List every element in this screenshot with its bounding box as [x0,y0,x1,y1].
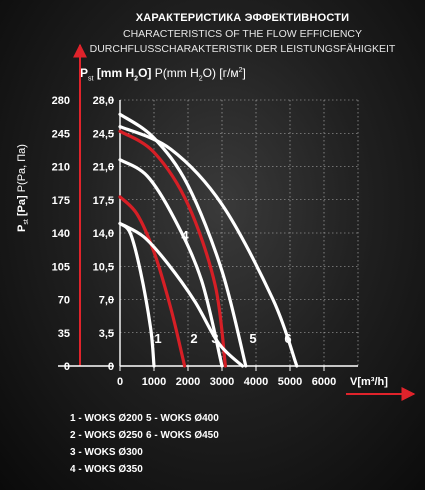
y-tick-label-pa: 175 [52,195,70,207]
legend-row: 1 - WOKS Ø200 5 - WOKS Ø400 [70,413,219,430]
y-tick-label-mm: 24,5 [93,128,114,140]
y-tick-label-mm: 17,5 [93,195,114,207]
legend-item-3: 3 - WOKS Ø300 [70,447,143,458]
legend: 1 - WOKS Ø200 5 - WOKS Ø400 2 - WOKS Ø250… [70,413,219,481]
curve-label-2: 2 [190,331,197,346]
curve-series-4 [118,129,227,368]
legend-row: 3 - WOKS Ø300 [70,447,219,464]
curve-series-1 [118,221,156,368]
chart-title-ru: ХАРАКТЕРИСТИКА ЭФФЕКТИВНОСТИ [135,12,350,24]
units-two: 2 [134,75,139,83]
y-tick-label-pa: 210 [52,162,70,174]
y-tick-label-mm: 14,0 [93,228,114,240]
curve-series-3 [118,158,224,368]
axes [58,43,416,401]
legend-row: 2 - WOKS Ø250 6 - WOKS Ø450 [70,430,219,447]
y-tick-label-mm: 28,0 [93,95,114,107]
x-tick-label: 4000 [244,376,268,388]
legend-item-4: 4 - WOKS Ø350 [70,464,143,475]
units-sup: 2 [238,67,243,74]
chart-title-de: DURCHFLUSSCHARAKTERISTIK DER LEISTUNGSFÄ… [89,43,396,55]
chart-title-en: CHARACTERISTICS OF THE FLOW EFFICIENCY [123,28,362,40]
y-tick-label-pa: 35 [58,328,70,340]
curve-series-5 [118,112,248,368]
x-tick-label: 3000 [210,376,234,388]
grid [120,99,359,366]
units-two-b: 2 [198,75,203,83]
curve-label-3: 3 [211,331,218,346]
y-tick-label-mm: 3,5 [99,328,114,340]
units-header: Pst [mm H2O] P(mm H2O) [г/м2] [80,66,246,82]
units-o: O] [138,66,152,80]
x-tick-label: 0 [117,376,123,388]
curve-label-5: 5 [249,331,256,346]
curve-series-2 [118,195,187,368]
legend-item-6: 6 - WOKS Ø450 [146,430,219,441]
units-p: P [80,66,89,80]
y-tick-label-pa: 70 [58,295,70,307]
legend-item-1: 1 - WOKS Ø200 [70,413,143,424]
curve-labels: 1 2 345 6 [154,228,291,346]
curve-label-4: 4 [181,228,189,243]
y-tick-label-pa: 245 [52,128,70,140]
y-tick-label-mm: 10,5 [93,261,114,273]
y-tick-label-mm: 21,0 [93,162,114,174]
y-tick-label-mm: 0 [108,361,114,373]
y-tick-label-mm: 7,0 [99,295,114,307]
x-tick-label: 2000 [176,376,200,388]
curve-unlabeled [118,221,244,368]
legend-item-2: 2 - WOKS Ø250 [70,430,143,441]
x-axis-label: V[m³/h] [350,376,388,388]
legend-row: 4 - WOKS Ø350 [70,464,219,481]
y-tick-label-pa: 0 [64,361,70,373]
units-st: st [88,75,94,83]
curves [118,112,299,368]
y-tick-label-pa: 140 [52,228,70,240]
x-tick-label: 5000 [278,376,302,388]
units-rest3: ] [242,66,246,80]
units-rest1: P(mm H [151,66,199,80]
units-mm: [mm H [96,66,135,80]
curve-label-6: 6 [284,331,291,346]
y-tick-label-pa: 280 [52,95,70,107]
units-rest2: O) [г/м [202,66,239,80]
legend-item-5: 5 - WOKS Ø400 [146,413,219,424]
curve-label-1: 1 [154,331,161,346]
x-tick-label: 6000 [312,376,336,388]
y-tick-label-pa: 105 [52,261,70,273]
curve-series-6 [118,125,299,368]
x-tick-label: 1000 [142,376,166,388]
